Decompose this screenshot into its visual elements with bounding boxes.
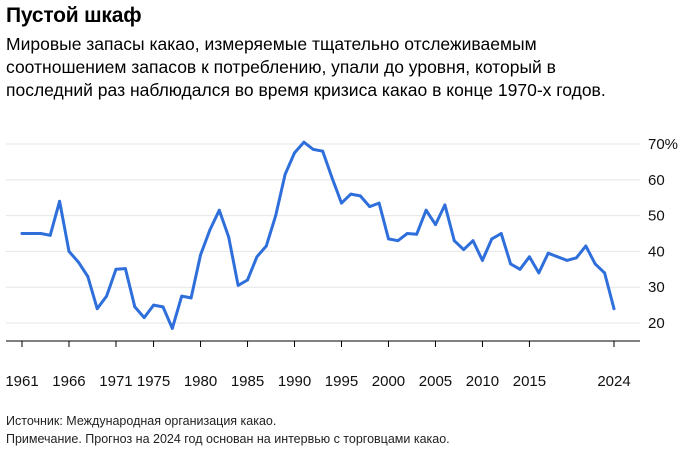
x-tick-label: 2024 xyxy=(597,373,630,390)
data-point xyxy=(255,255,259,259)
data-point xyxy=(377,201,381,205)
y-tick-label: 30 xyxy=(648,279,665,296)
x-tick-label: 1975 xyxy=(137,373,170,390)
x-tick-label: 1961 xyxy=(5,373,38,390)
y-tick-label: 40 xyxy=(648,243,665,260)
data-point xyxy=(603,271,607,275)
data-point xyxy=(48,233,52,237)
y-tick-label: 70% xyxy=(648,136,678,153)
data-point xyxy=(133,305,137,309)
x-tick-label: 1985 xyxy=(231,373,264,390)
data-point xyxy=(105,294,108,298)
x-tick-label: 1990 xyxy=(278,373,311,390)
data-point xyxy=(349,192,353,196)
data-point xyxy=(556,255,560,259)
x-tick-label: 1995 xyxy=(325,373,358,390)
data-point xyxy=(283,173,287,176)
series-line xyxy=(20,140,616,330)
data-point xyxy=(528,255,531,259)
data-point xyxy=(152,303,155,307)
data-point xyxy=(612,307,616,311)
y-tick-label: 60 xyxy=(648,172,665,189)
data-point xyxy=(29,232,33,235)
data-point xyxy=(76,260,80,264)
data-point xyxy=(170,326,174,330)
data-point xyxy=(546,251,550,255)
data-point xyxy=(434,223,437,226)
data-point xyxy=(518,267,522,271)
y-tick-label: 20 xyxy=(648,315,665,332)
data-point xyxy=(236,284,240,287)
data-point xyxy=(161,305,165,309)
data-point xyxy=(584,244,588,248)
chart-subtitle: Мировые запасы какао, измеряемые тщатель… xyxy=(6,33,674,102)
y-tick-label: 50 xyxy=(648,208,665,225)
data-point xyxy=(20,232,24,235)
data-point xyxy=(208,228,212,232)
data-point xyxy=(114,267,118,271)
data-point xyxy=(246,278,249,282)
data-point xyxy=(443,203,447,207)
x-tick-label: 2005 xyxy=(419,373,452,390)
data-point xyxy=(575,256,578,260)
data-point xyxy=(396,239,400,243)
data-point xyxy=(387,237,390,241)
x-tick-label: 1971 xyxy=(99,373,132,390)
data-point xyxy=(189,296,193,300)
data-point xyxy=(330,176,334,180)
gridlines xyxy=(6,143,640,324)
x-tick-label: 2000 xyxy=(372,373,405,390)
data-point xyxy=(274,214,278,218)
data-point xyxy=(471,239,475,243)
x-tick-label: 1980 xyxy=(184,373,217,390)
data-point xyxy=(481,258,484,262)
subtitle-line: соотношением запасов к потреблению, упал… xyxy=(6,57,556,77)
data-point xyxy=(321,149,325,153)
data-point xyxy=(95,307,99,311)
data-point xyxy=(537,271,541,275)
data-point xyxy=(424,208,428,212)
data-point xyxy=(67,250,71,253)
x-tick-label: 1966 xyxy=(52,373,85,390)
data-point xyxy=(415,232,419,236)
forecast-note: Примечание. Прогноз на 2024 год основан … xyxy=(6,432,450,446)
data-point xyxy=(199,253,202,257)
x-axis-ticks: 1961 1966 1971 1975 1980 1985 1990 1995 2000 2005… xyxy=(5,341,631,390)
data-point xyxy=(302,140,306,144)
subtitle-line: Мировые запасы какао, измеряемые тщатель… xyxy=(6,34,537,54)
series-layer xyxy=(20,140,616,330)
data-point xyxy=(452,239,456,243)
source-note: Источник: Международная организация кака… xyxy=(6,414,277,428)
data-point xyxy=(593,262,597,266)
data-point xyxy=(311,147,315,151)
chart-footer: Источник: Международная организация кака… xyxy=(6,412,450,448)
data-point xyxy=(227,235,231,239)
chart-title: Пустой шкаф xyxy=(6,4,142,27)
data-point xyxy=(264,244,268,248)
data-point xyxy=(123,267,127,270)
data-point xyxy=(509,262,513,266)
data-point xyxy=(358,194,362,198)
data-point xyxy=(368,205,372,209)
data-point xyxy=(142,316,146,320)
data-point xyxy=(180,294,184,298)
data-point xyxy=(499,232,503,235)
data-point xyxy=(340,201,343,205)
data-point xyxy=(293,151,296,155)
data-point xyxy=(565,258,569,262)
data-point xyxy=(405,232,409,235)
x-tick-label: 2015 xyxy=(513,373,546,390)
data-point xyxy=(217,208,221,212)
data-point xyxy=(86,275,90,278)
data-point xyxy=(462,248,466,252)
subtitle-line: последний раз наблюдался во время кризис… xyxy=(6,80,606,100)
data-point xyxy=(39,232,43,235)
data-point xyxy=(490,237,494,241)
data-point xyxy=(58,199,61,203)
y-axis-ticks: 20 30 40 50 60 70% xyxy=(648,136,678,332)
x-tick-label: 2010 xyxy=(466,373,499,390)
